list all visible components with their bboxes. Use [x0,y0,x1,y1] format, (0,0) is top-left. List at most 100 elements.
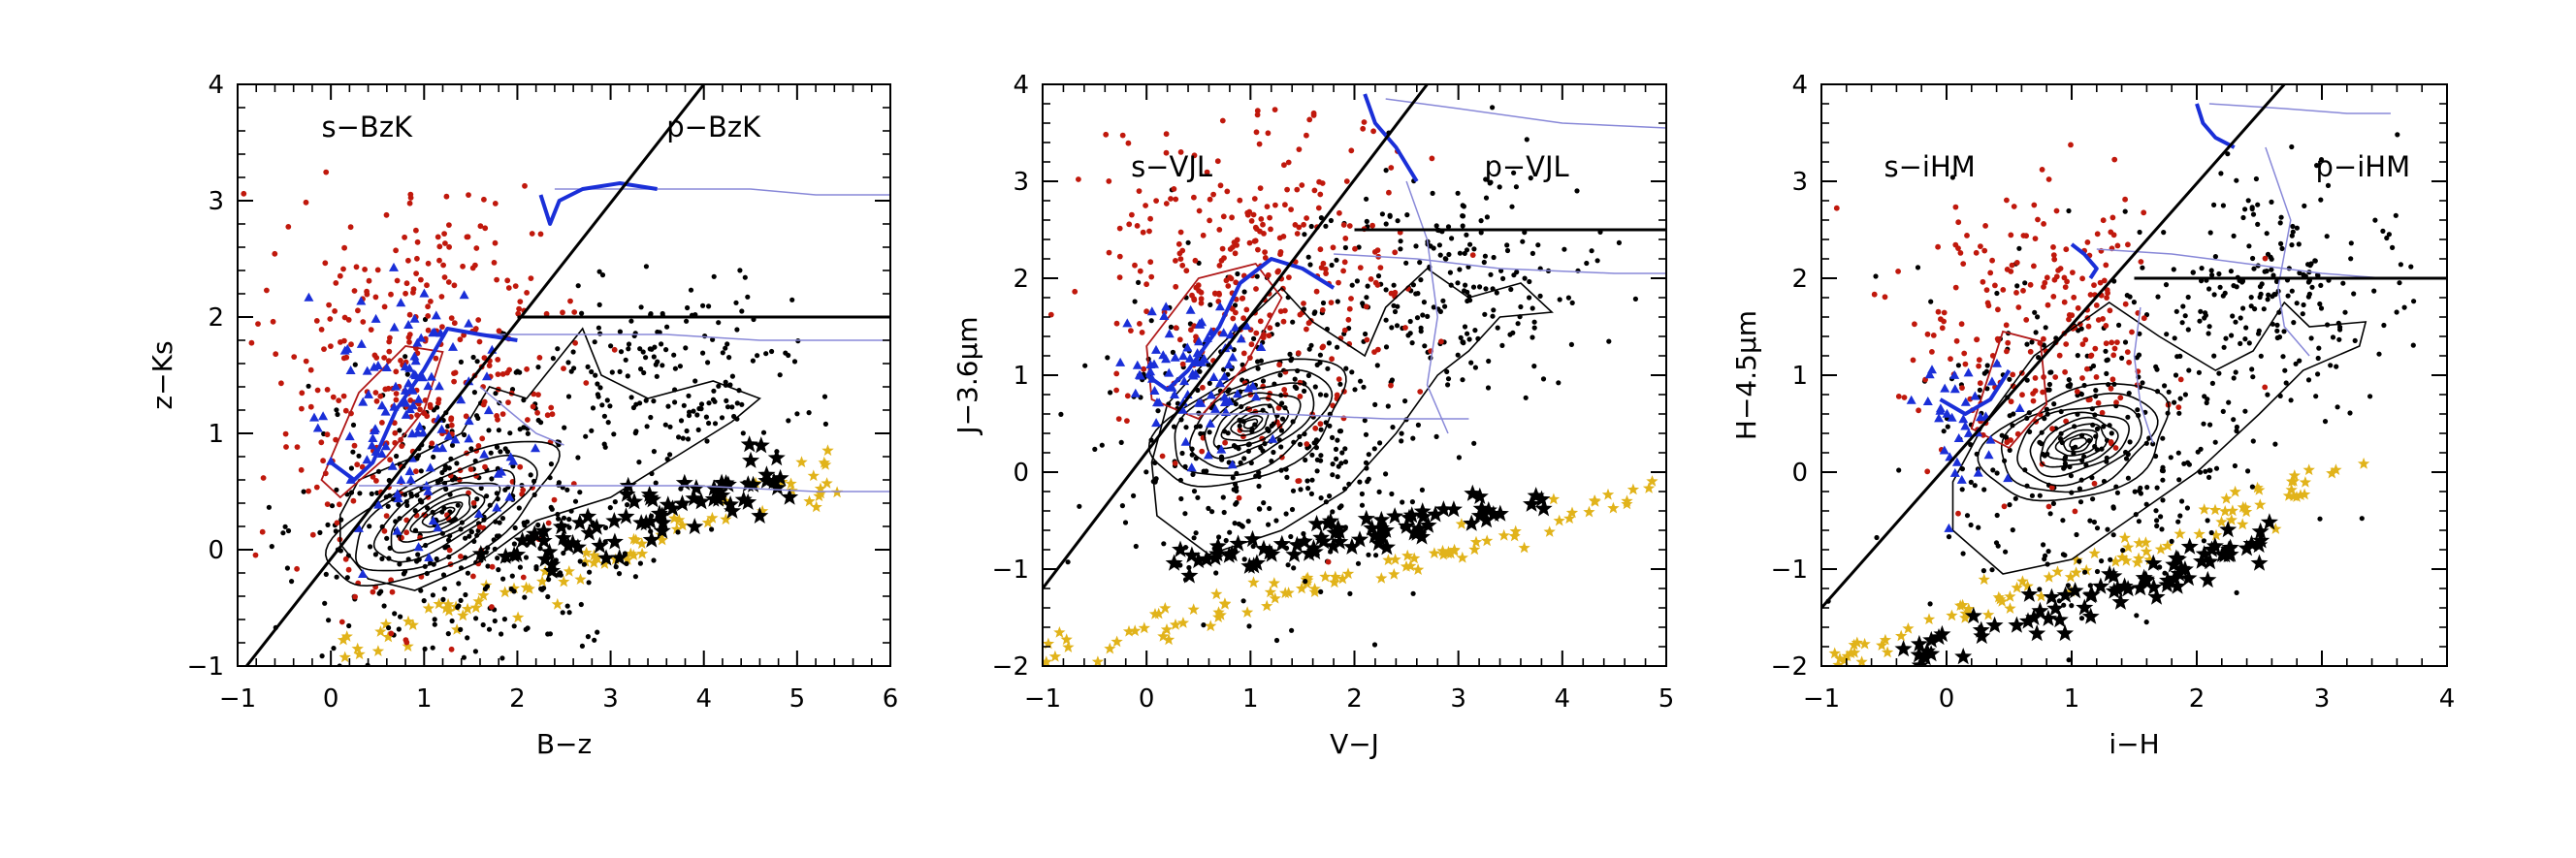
black-dot-point [1221,509,1227,516]
red-dot-point [1961,350,1968,357]
black-star-point [2201,553,2219,570]
red-dot-point [1113,370,1120,377]
black-dot-point [2207,422,2213,428]
black-dot-point [643,264,650,270]
black-dot-point [641,369,647,376]
black-dot-point [1460,213,1465,219]
black-dot-point [577,490,583,495]
black-star-point [564,533,582,552]
blue-triangle-point [368,433,378,442]
red-dot-point [370,588,376,595]
black-dot-point [334,574,339,580]
black-dot-point [550,356,557,362]
black-dot-point [724,397,729,403]
red-dot-point [413,227,419,234]
red-dot-point [2101,277,2108,284]
red-dot-point [1163,201,1170,207]
black-dot-point [269,544,274,550]
red-dot-point [451,282,458,289]
black-dot-point [463,535,468,541]
density-contour [1212,397,1290,450]
black-dot-point [2334,404,2340,410]
black-dot-point [1318,453,1324,459]
red-dot-point [543,310,550,317]
gold-star-point [1053,626,1066,638]
blue-triangle-point [1215,378,1225,388]
black-dot-point [1290,319,1296,325]
black-star-point [1985,616,2004,633]
gold-star-point [629,533,642,546]
gold-star-point [1187,603,1200,616]
red-dot-point [337,501,342,508]
blue-triangle-point [1149,386,1160,395]
gold-star-point [1308,583,1321,594]
black-star-point [1464,484,1482,501]
red-dot-point [548,404,555,411]
gold-star-point [2122,541,2135,553]
black-dot-point [507,430,513,436]
gold-star-point [2043,571,2055,583]
black-dot-point [1257,506,1263,512]
black-dot-point [284,565,290,571]
blue-triangle-point [1151,344,1161,354]
red-dot-point [2084,239,2091,245]
black-dot-point [1318,588,1324,595]
black-dot-point [2290,229,2296,235]
black-dot-point [548,461,555,467]
black-dot-point [1105,355,1111,361]
blue-triangle-point [450,434,461,444]
black-dot-point [1409,499,1415,505]
black-dot-point [2265,297,2270,302]
black-dot-point [2283,380,2289,386]
red-dot-point [393,368,400,375]
black-dot-point [473,413,480,419]
black-dot-point [1520,238,1526,244]
red-dot-point [535,392,541,397]
blue-triangle-point [387,461,398,470]
gold-star-point [1509,524,1522,537]
black-dot-point [659,341,664,347]
red-dot-point [525,417,531,423]
gold-star-point [579,556,592,567]
black-dot-point [1365,283,1370,289]
black-star-point [526,524,544,542]
black-star-point [1342,537,1361,555]
black-dot-point [2410,342,2416,348]
black-star-point [1479,501,1497,519]
black-dot-point [472,649,478,654]
black-dot-point [2206,324,2212,330]
red-dot-point [1343,178,1350,184]
red-dot-point [441,274,448,280]
black-dot-point [2279,245,2285,251]
red-dot-point [333,280,339,286]
density-contour [372,469,516,563]
gold-star-point [2229,485,2241,497]
black-dot-point [470,354,476,361]
blue-triangle-point [380,441,391,451]
density-contour [1242,418,1259,429]
black-dot-point [496,428,501,433]
red-dot-point [1159,453,1166,460]
black-dot-point [1941,429,1947,434]
x-tick-label: 1 [416,684,433,714]
black-dot-point [2269,267,2274,272]
red-dot-point [561,365,566,371]
red-dot-point [417,406,423,413]
blue-triangle-point [1241,321,1252,331]
red-dot-point [2111,156,2118,163]
black-dot-point [1335,299,1340,304]
gold-star-point [1448,543,1461,556]
black-dot-point [716,320,722,326]
red-dot-point [1200,384,1206,391]
black-star-point [1894,640,1913,657]
black-dot-point [2318,157,2325,163]
gold-star-point [1389,553,1401,565]
gold-star-point [1553,514,1565,526]
red-dot-point [1982,223,1988,229]
red-dot-point [1177,149,1184,155]
black-dot-point [1355,560,1362,566]
red-dot-point [477,223,484,230]
black-dot-point [1099,442,1105,448]
black-dot-point [691,408,696,414]
red-dot-point [1116,225,1123,232]
